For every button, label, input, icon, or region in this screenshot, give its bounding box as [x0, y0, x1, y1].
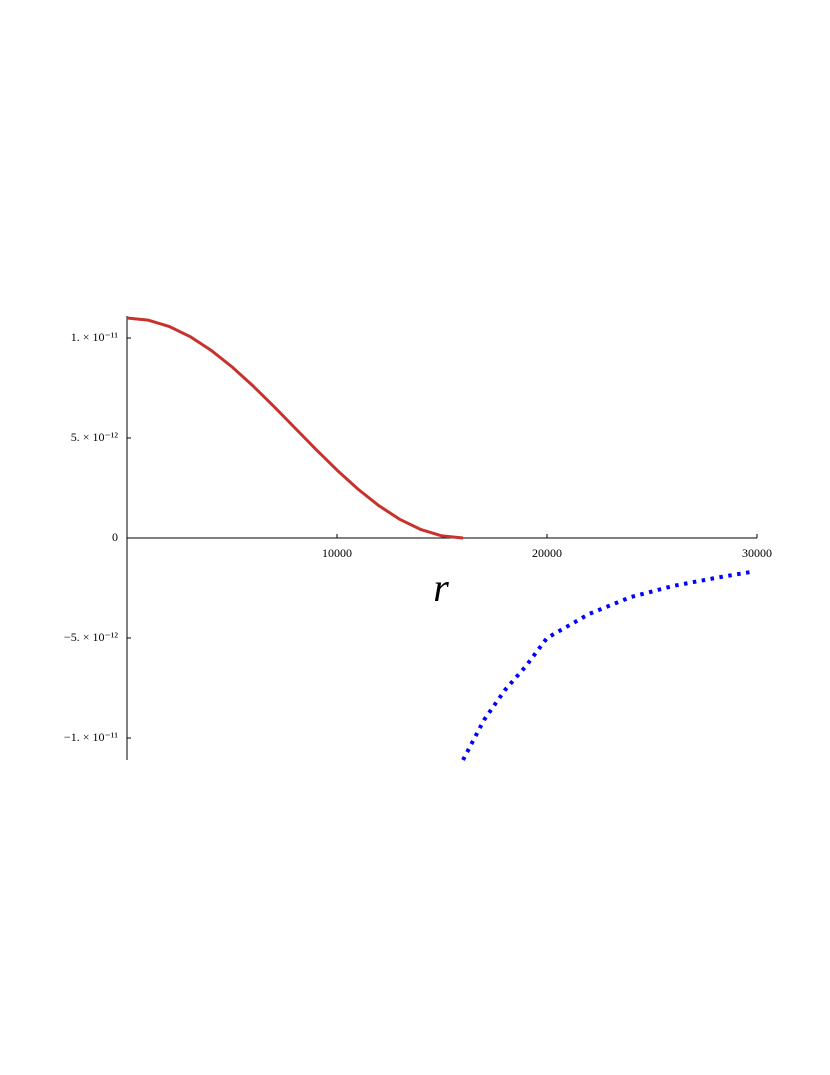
series-line: [126, 316, 464, 540]
x-tick-label: 10000: [322, 546, 352, 560]
y-tick-label: 5. × 10⁻¹²: [71, 430, 119, 444]
y-tick-label: 1. × 10⁻¹¹: [71, 330, 119, 344]
series-line: [461, 570, 752, 761]
y-tick-label: −1. × 10⁻¹¹: [64, 730, 118, 744]
x-tick-label: 30000: [742, 546, 772, 560]
x-axis-title: r: [433, 565, 449, 610]
x-tick-label: 20000: [532, 546, 562, 560]
y-tick-label: −5. × 10⁻¹²: [64, 630, 118, 644]
y-tick-label: 0: [112, 530, 118, 544]
